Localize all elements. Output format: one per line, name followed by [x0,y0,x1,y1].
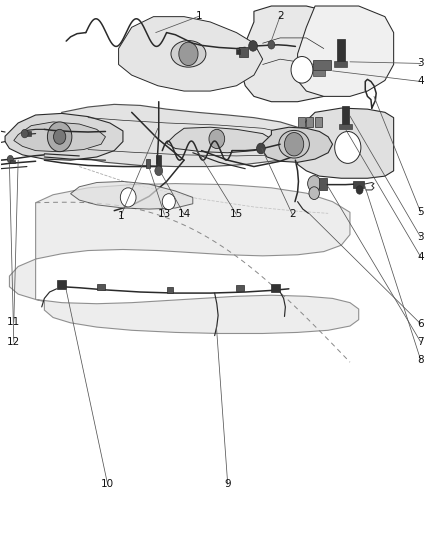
Circle shape [309,187,319,199]
Bar [318,178,327,190]
Text: 6: 6 [417,319,424,329]
Text: 11: 11 [7,317,21,327]
Bar [239,47,248,57]
Bar [166,287,173,293]
Ellipse shape [171,41,206,67]
Text: 4: 4 [417,77,424,86]
Text: 2: 2 [277,11,283,21]
Bar [353,181,364,188]
Text: 1: 1 [196,11,203,21]
Polygon shape [10,183,359,334]
Text: 15: 15 [230,209,243,220]
Circle shape [291,56,313,83]
Bar [146,159,150,167]
Circle shape [155,166,162,175]
Circle shape [307,175,321,191]
Bar [334,61,347,67]
Bar [339,124,352,130]
Bar [11,160,14,163]
Circle shape [209,130,225,149]
Circle shape [335,132,361,164]
Circle shape [249,41,258,51]
Bar [297,117,304,127]
Text: 13: 13 [158,209,171,220]
Bar [337,39,345,64]
Polygon shape [71,181,193,209]
Circle shape [120,188,136,207]
Polygon shape [297,6,394,96]
Polygon shape [119,17,263,91]
Bar [57,280,66,289]
Text: 7: 7 [417,337,424,347]
Polygon shape [53,104,306,166]
Polygon shape [166,127,272,153]
Text: 5: 5 [417,207,424,217]
Circle shape [7,156,13,163]
Bar [27,132,31,136]
Text: 12: 12 [7,337,21,347]
Bar [342,106,349,127]
Text: 14: 14 [177,209,191,220]
Bar [156,155,161,168]
Bar [315,117,322,127]
Polygon shape [241,6,350,102]
Text: 10: 10 [101,480,114,489]
Ellipse shape [279,131,309,158]
Text: 3: 3 [417,59,424,68]
Text: 1: 1 [117,211,124,221]
Bar [237,285,244,292]
Circle shape [285,133,304,156]
Polygon shape [297,108,394,178]
Text: 4: 4 [417,252,424,262]
Polygon shape [5,114,123,160]
Bar [313,70,325,76]
Polygon shape [263,127,332,163]
Circle shape [53,130,66,144]
Circle shape [257,143,265,154]
Circle shape [162,193,175,209]
Circle shape [21,130,28,138]
Circle shape [356,185,363,194]
Bar [271,284,280,292]
Text: 8: 8 [417,355,424,365]
Text: 9: 9 [224,480,231,489]
Bar [313,60,331,70]
Circle shape [179,42,198,66]
Bar [236,49,240,54]
Bar [97,284,106,290]
Circle shape [268,41,275,49]
Circle shape [47,122,72,152]
Polygon shape [14,122,106,152]
Text: 3: 3 [417,232,424,243]
Text: 2: 2 [289,209,296,220]
Bar [306,117,313,127]
